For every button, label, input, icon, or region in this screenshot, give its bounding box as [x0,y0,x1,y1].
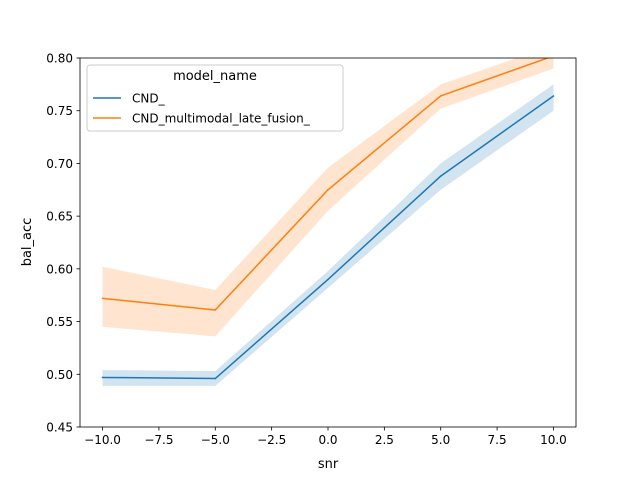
y-tick-label: 0.75 [46,104,73,118]
data-point-series-1 [101,297,104,300]
data-point-series-0 [214,377,217,380]
y-tick-label: 0.50 [46,368,73,382]
ci-band-series-1 [102,58,554,337]
y-tick-label: 0.60 [46,262,73,276]
y-tick-label: 0.55 [46,315,73,329]
legend-entries: CND_ CND_multimodal_late_fusion_ [93,92,311,126]
x-tick-label: 0.0 [318,433,337,447]
y-axis: 0.45 0.50 0.55 0.60 0.65 0.70 0.75 0.80 [46,52,80,435]
data-point-series-0 [552,95,555,97]
x-axis-label: snr [318,457,339,472]
data-point-series-1 [439,95,442,97]
x-tick-label: 2.5 [375,433,394,447]
x-tick-label: −7.5 [144,433,173,447]
x-tick-label: 7.5 [488,433,507,447]
data-point-series-0 [327,278,329,281]
y-axis-label: bal_acc [20,218,35,267]
legend-label-series-1: CND_multimodal_late_fusion_ [132,112,311,126]
x-axis: −10.0 −7.5 −5.0 −2.5 0.0 2.5 5.0 7.5 10.0 [84,427,567,447]
data-point-series-1 [214,309,217,311]
legend-title: model_name [173,69,257,84]
legend-label-series-0: CND_ [132,92,166,106]
data-point-series-1 [553,55,555,57]
y-tick-label: 0.45 [46,421,73,435]
legend: model_name CND_ CND_multimodal_late_fusio… [86,64,344,132]
data-point-series-0 [439,175,442,177]
x-tick-label: 10.0 [540,433,567,447]
y-tick-label: 0.70 [46,157,73,171]
y-tick-label: 0.80 [46,52,73,66]
data-point-series-1 [327,188,329,191]
x-tick-label: 5.0 [431,433,450,447]
y-tick-label: 0.65 [46,210,73,224]
legend-box [86,64,344,132]
x-tick-label: −10.0 [84,433,121,447]
confidence-bands [102,58,554,386]
series-lines [101,55,555,380]
data-point-series-0 [101,376,104,379]
x-tick-label: −2.5 [257,433,286,447]
x-tick-label: −5.0 [201,433,230,447]
